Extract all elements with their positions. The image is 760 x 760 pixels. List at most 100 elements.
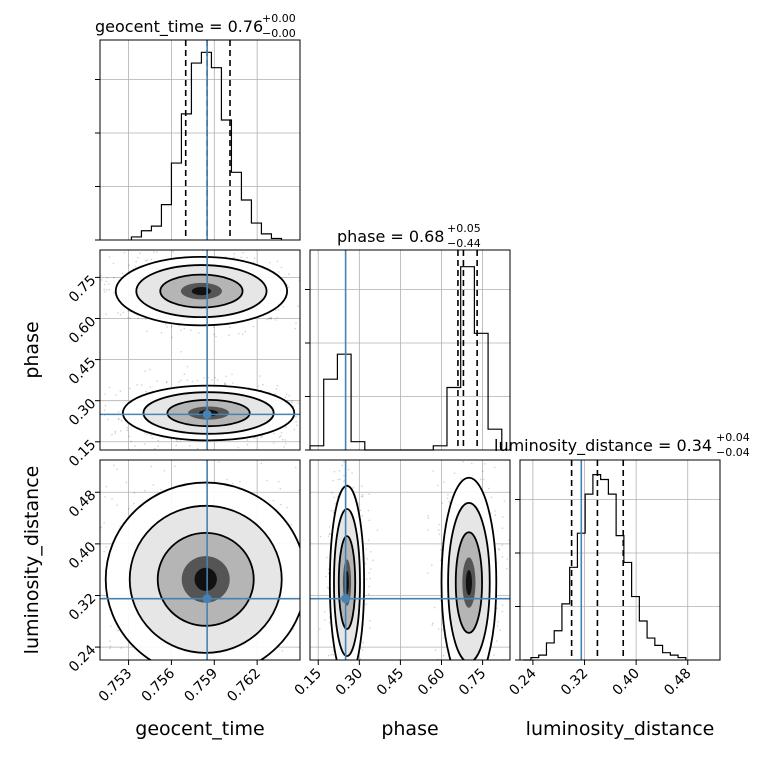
panel-phase-vs-luminosity-distance-point	[337, 478, 340, 481]
panel-phase-vs-luminosity-distance-point	[475, 707, 477, 709]
axis-phase-xtick-label-1: 0.30	[333, 666, 366, 699]
panel-phase-vs-luminosity-distance-point	[324, 619, 326, 621]
panel-phase-vs-luminosity-distance-point	[326, 586, 329, 589]
panel-geocent-time-vs-phase-point	[285, 393, 288, 395]
panel-geocent-time-vs-luminosity-distance-point	[119, 525, 121, 528]
panel-phase-vs-luminosity-distance-point	[348, 663, 350, 665]
panel-phase-vs-luminosity-distance-point	[438, 523, 440, 526]
panel-geocent-time-vs-phase-point	[100, 279, 103, 281]
title-geocent-time: geocent_time = 0.76 +0.00 −0.00	[95, 12, 296, 40]
panel-phase-vs-luminosity-distance-point	[449, 696, 451, 698]
panel-geocent-time-vs-luminosity-distance-point	[116, 504, 118, 507]
panel-geocent-time-vs-phase-point	[122, 311, 125, 314]
panel-geocent-time-vs-phase-point	[153, 251, 155, 253]
panel-geocent-time-vs-luminosity-distance-point	[295, 466, 297, 469]
panel-geocent-time-vs-phase-point	[275, 388, 278, 390]
panel-phase-vs-luminosity-distance-point	[499, 629, 501, 631]
panel-phase-vs-luminosity-distance-point	[341, 464, 344, 467]
panel-geocent-time-vs-phase-point	[276, 260, 279, 263]
panel-phase-vs-luminosity-distance-point	[361, 514, 364, 517]
panel-phase-vs-luminosity-distance-point	[329, 533, 331, 535]
panel-geocent-time-vs-phase-point	[295, 415, 297, 418]
panel-phase-vs-luminosity-distance	[309, 459, 517, 709]
panel-phase-vs-luminosity-distance-point	[483, 478, 485, 481]
panel-phase-vs-luminosity-distance-point	[493, 466, 496, 469]
panel-geocent-time-vs-phase-point	[150, 434, 152, 437]
panel-geocent-time-vs-luminosity-distance-point	[306, 557, 308, 559]
panel-geocent-time-vs-phase-point	[108, 283, 110, 285]
panel-geocent-time-vs-luminosity-distance-point	[109, 647, 111, 650]
title-phase-main: phase = 0.68	[337, 227, 444, 246]
panel-geocent-time-vs-luminosity-distance-point	[72, 595, 74, 597]
panel-geocent-time-vs-luminosity-distance-point	[218, 461, 220, 463]
panel-geocent-time-vs-luminosity-distance-point	[133, 492, 136, 494]
panel-geocent-time-vs-phase-point	[224, 383, 227, 386]
title-luminosity-distance-lower: −0.04	[716, 446, 750, 459]
title-geocent-time-main: geocent_time = 0.76	[95, 17, 263, 37]
panel-phase-vs-luminosity-distance-point	[501, 556, 504, 558]
panel-geocent-time-vs-phase-point	[127, 310, 130, 312]
panel-geocent-time-vs-phase-point	[242, 333, 244, 335]
panel-phase-vs-luminosity-distance-point	[333, 470, 336, 473]
panel-phase-vs-luminosity-distance-point	[327, 692, 329, 694]
panel-phase-vs-luminosity-distance-point	[460, 663, 462, 665]
panel-geocent-time-vs-luminosity-distance-point	[290, 523, 293, 526]
panel-geocent-time-vs-phase-point	[149, 386, 152, 388]
panel-geocent-time-vs-phase-point	[291, 401, 293, 404]
panel-phase-vs-luminosity-distance-mode-0-contour-1	[333, 508, 361, 658]
panel-geocent-time-vs-phase-point	[216, 379, 219, 381]
panel-geocent-time-vs-phase-truth-marker	[202, 409, 212, 419]
panel-geocent-time-vs-phase-point	[261, 435, 263, 438]
panel-geocent-time-vs-phase-point	[107, 418, 109, 421]
panel-geocent-time-vs-phase-mode-0-contour-0	[114, 255, 289, 327]
panel-geocent-time-vs-phase-point	[126, 426, 128, 429]
y-axis-label-luminosity-distance: luminosity_distance	[21, 466, 43, 655]
panel-geocent-time-vs-phase-point	[130, 440, 132, 443]
panel-phase-vs-luminosity-distance-point	[337, 679, 339, 681]
panel-geocent-time-vs-phase-point	[186, 379, 189, 381]
panel-phase-vs-luminosity-distance-point	[501, 527, 504, 529]
axis-luminosity-distance-xtick-label-1: 0.32	[558, 666, 591, 699]
panel-phase-vs-luminosity-distance-point	[487, 683, 489, 685]
panel-phase-vs-luminosity-distance-point	[439, 549, 442, 551]
hist-luminosity-distance	[519, 459, 721, 661]
panel-phase-vs-luminosity-distance-point	[444, 665, 446, 667]
panel-phase-vs-luminosity-distance-point	[368, 627, 371, 629]
panel-phase-vs-luminosity-distance-point	[497, 548, 500, 550]
panel-phase-vs-luminosity-distance-point	[366, 557, 369, 560]
panel-geocent-time-vs-luminosity-distance-point	[96, 606, 98, 608]
panel-phase-vs-luminosity-distance-point	[480, 696, 482, 698]
panel-phase-vs-luminosity-distance-point	[454, 665, 456, 667]
panel-phase-vs-luminosity-distance-point	[458, 678, 460, 680]
panel-phase-vs-luminosity-distance-mode-1-core	[465, 570, 472, 596]
panel-geocent-time-vs-luminosity-distance-point	[64, 606, 66, 608]
panel-phase-vs-luminosity-distance-point	[332, 511, 335, 514]
panel-geocent-time-vs-luminosity-distance-point	[105, 546, 108, 548]
panel-phase-vs-luminosity-distance-point	[496, 607, 498, 609]
axis-luminosity-distance-left-ytick-label-2: 0.40	[66, 539, 99, 572]
panel-geocent-time-vs-phase-point	[137, 256, 139, 259]
axis-luminosity-distance-xtick-label-2: 0.40	[610, 666, 643, 699]
panel-phase-vs-luminosity-distance-point	[361, 649, 364, 651]
panel-geocent-time-vs-luminosity-distance-point	[109, 645, 112, 648]
panel-geocent-time-vs-phase-point	[275, 309, 277, 311]
panel-geocent-time-vs-luminosity-distance-point	[201, 666, 203, 668]
panel-geocent-time-vs-phase-point	[144, 370, 147, 373]
panel-phase-vs-luminosity-distance-point	[365, 603, 368, 605]
panel-geocent-time-vs-phase-point	[283, 446, 285, 448]
panel-phase-vs-luminosity-distance-point	[452, 703, 454, 705]
panel-phase-vs-luminosity-distance-point	[488, 692, 490, 694]
axis-phase-left-ytick-label-4: 0.75	[66, 272, 99, 305]
panel-geocent-time-vs-phase-point	[153, 248, 155, 250]
panel-geocent-time-vs-phase-point	[281, 438, 284, 441]
panel-geocent-time-vs-luminosity-distance-point	[179, 672, 181, 674]
panel-geocent-time-vs-phase-point	[196, 447, 199, 450]
panel-geocent-time-vs-phase-point	[196, 379, 199, 382]
panel-geocent-time-vs-phase-point	[156, 380, 158, 382]
panel-geocent-time-vs-luminosity-distance-point	[226, 478, 228, 481]
panel-geocent-time-vs-phase-point	[274, 319, 277, 321]
panel-phase-vs-luminosity-distance-point	[485, 665, 487, 667]
panel-phase-vs-luminosity-distance-point	[515, 484, 517, 486]
panel-geocent-time-vs-luminosity-distance-point	[272, 499, 275, 502]
panel-geocent-time-vs-phase-point	[191, 380, 194, 383]
